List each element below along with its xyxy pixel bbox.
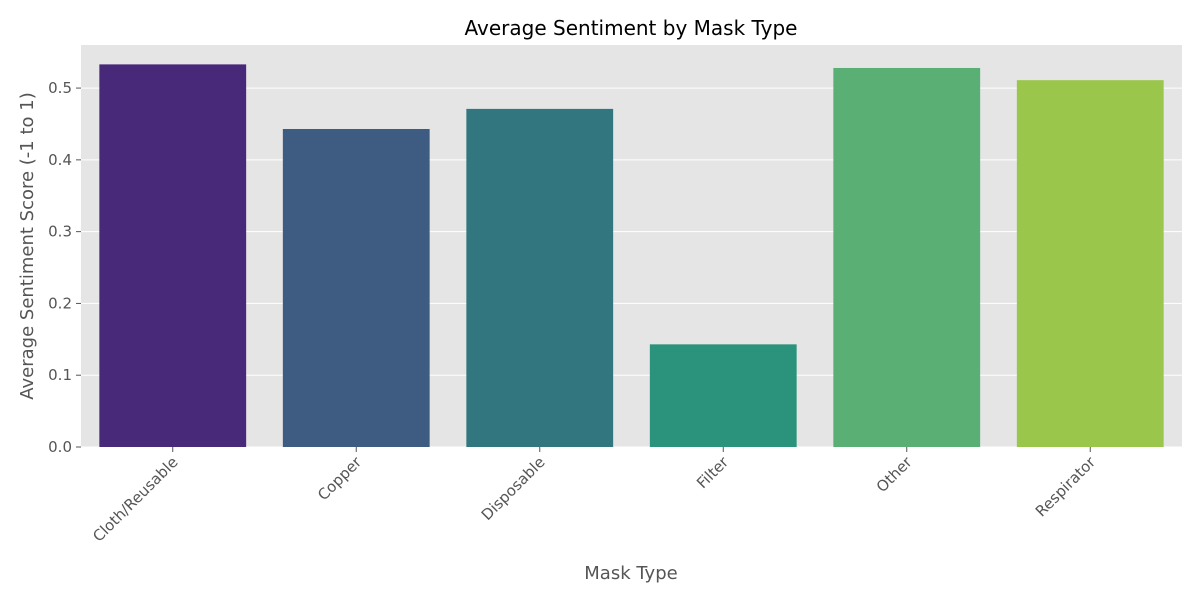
x-tick-label: Respirator (1032, 453, 1100, 521)
x-tick-label: Filter (693, 453, 733, 493)
bar (99, 64, 247, 447)
x-tick-label: Copper (314, 453, 366, 505)
bar (282, 128, 430, 447)
y-tick-label: 0.0 (48, 438, 72, 456)
bar (649, 344, 797, 447)
bar (466, 108, 614, 447)
x-axis-label: Mask Type (584, 563, 677, 584)
bar (833, 67, 981, 447)
y-tick-label: 0.1 (48, 366, 72, 384)
gridlines (81, 87, 1182, 448)
y-tick-label: 0.2 (48, 294, 72, 312)
y-tick-label: 0.3 (48, 223, 72, 241)
bars (99, 64, 1164, 448)
bar (1016, 80, 1164, 448)
x-tick-label: Disposable (478, 453, 549, 524)
plot-area (81, 45, 1182, 447)
chart-title: Average Sentiment by Mask Type (465, 16, 798, 40)
x-tick-label: Cloth/Reusable (89, 453, 181, 545)
y-axis-ticks: 0.0 0.1 0.2 0.3 0.4 0.5 (48, 79, 81, 456)
y-axis-label: Average Sentiment Score (-1 to 1) (17, 92, 38, 400)
y-tick-label: 0.4 (48, 151, 72, 169)
x-axis-ticks: Cloth/Reusable Copper Disposable Filter Othe… (89, 447, 1100, 545)
x-tick-label: Other (873, 453, 916, 496)
y-tick-label: 0.5 (48, 79, 72, 97)
